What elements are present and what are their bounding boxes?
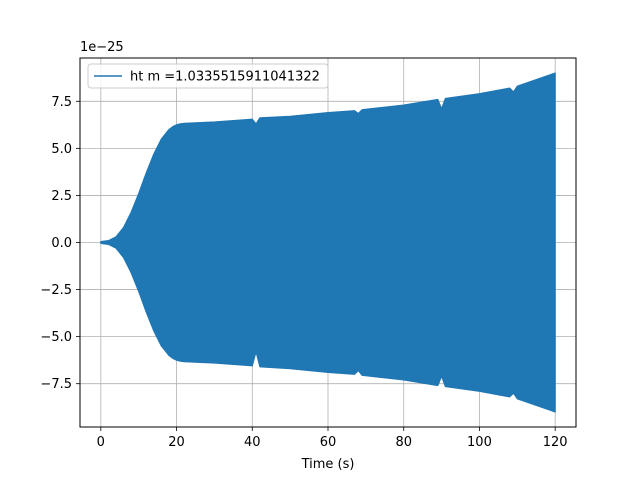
- legend-label: ht m =1.0335515911041322: [130, 70, 320, 85]
- y-axis-multiplier: 1e−25: [80, 40, 124, 55]
- x-tick-label: 120: [543, 435, 568, 450]
- x-tick-label: 40: [244, 435, 261, 450]
- series-0-waveform: [100, 72, 556, 413]
- y-tick-label: −7.5: [40, 377, 72, 392]
- y-tick-label: −5.0: [40, 330, 72, 345]
- x-tick-label: 0: [97, 435, 105, 450]
- y-tick-label: 5.0: [51, 142, 72, 157]
- x-tick-label: 80: [395, 435, 412, 450]
- x-tick-label: 60: [320, 435, 337, 450]
- y-tick-label: 0.0: [51, 236, 72, 251]
- y-tick-label: 2.5: [51, 189, 72, 204]
- legend-box: [87, 63, 329, 89]
- x-axis-label: Time (s): [301, 457, 355, 472]
- y-tick-label: −2.5: [40, 283, 72, 298]
- plot-data: [100, 72, 556, 413]
- y-tick-label: 7.5: [51, 95, 72, 110]
- legend: ht m =1.0335515911041322: [87, 63, 329, 89]
- x-tick-label: 20: [168, 435, 185, 450]
- ticks: 0 20 40 60 80 100 120 −7.5 −5.0 −2.5 0.0 2.5 5.0 7.5: [40, 95, 567, 450]
- x-tick-label: 100: [467, 435, 492, 450]
